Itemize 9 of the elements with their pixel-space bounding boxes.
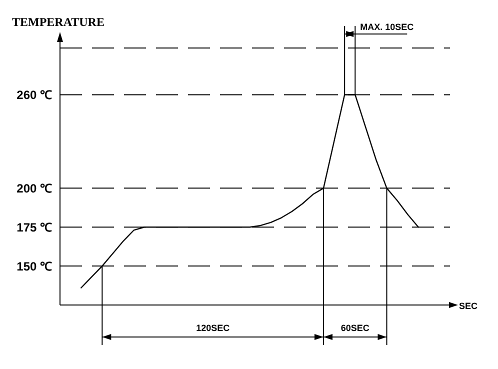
text: 60SEC (340, 323, 370, 333)
y-tick-label: 260 ℃ (16, 88, 52, 102)
x-axis-title: SEC (459, 301, 478, 311)
text: 120SEC (196, 323, 230, 333)
y-tick-label: 200 ℃ (16, 181, 52, 196)
y-axis-title: TEMPERATURE (12, 15, 104, 29)
y-tick-label: 175 ℃ (16, 220, 52, 234)
text: MAX. 10SEC (360, 22, 414, 32)
y-tick-label: 150 ℃ (16, 259, 52, 274)
